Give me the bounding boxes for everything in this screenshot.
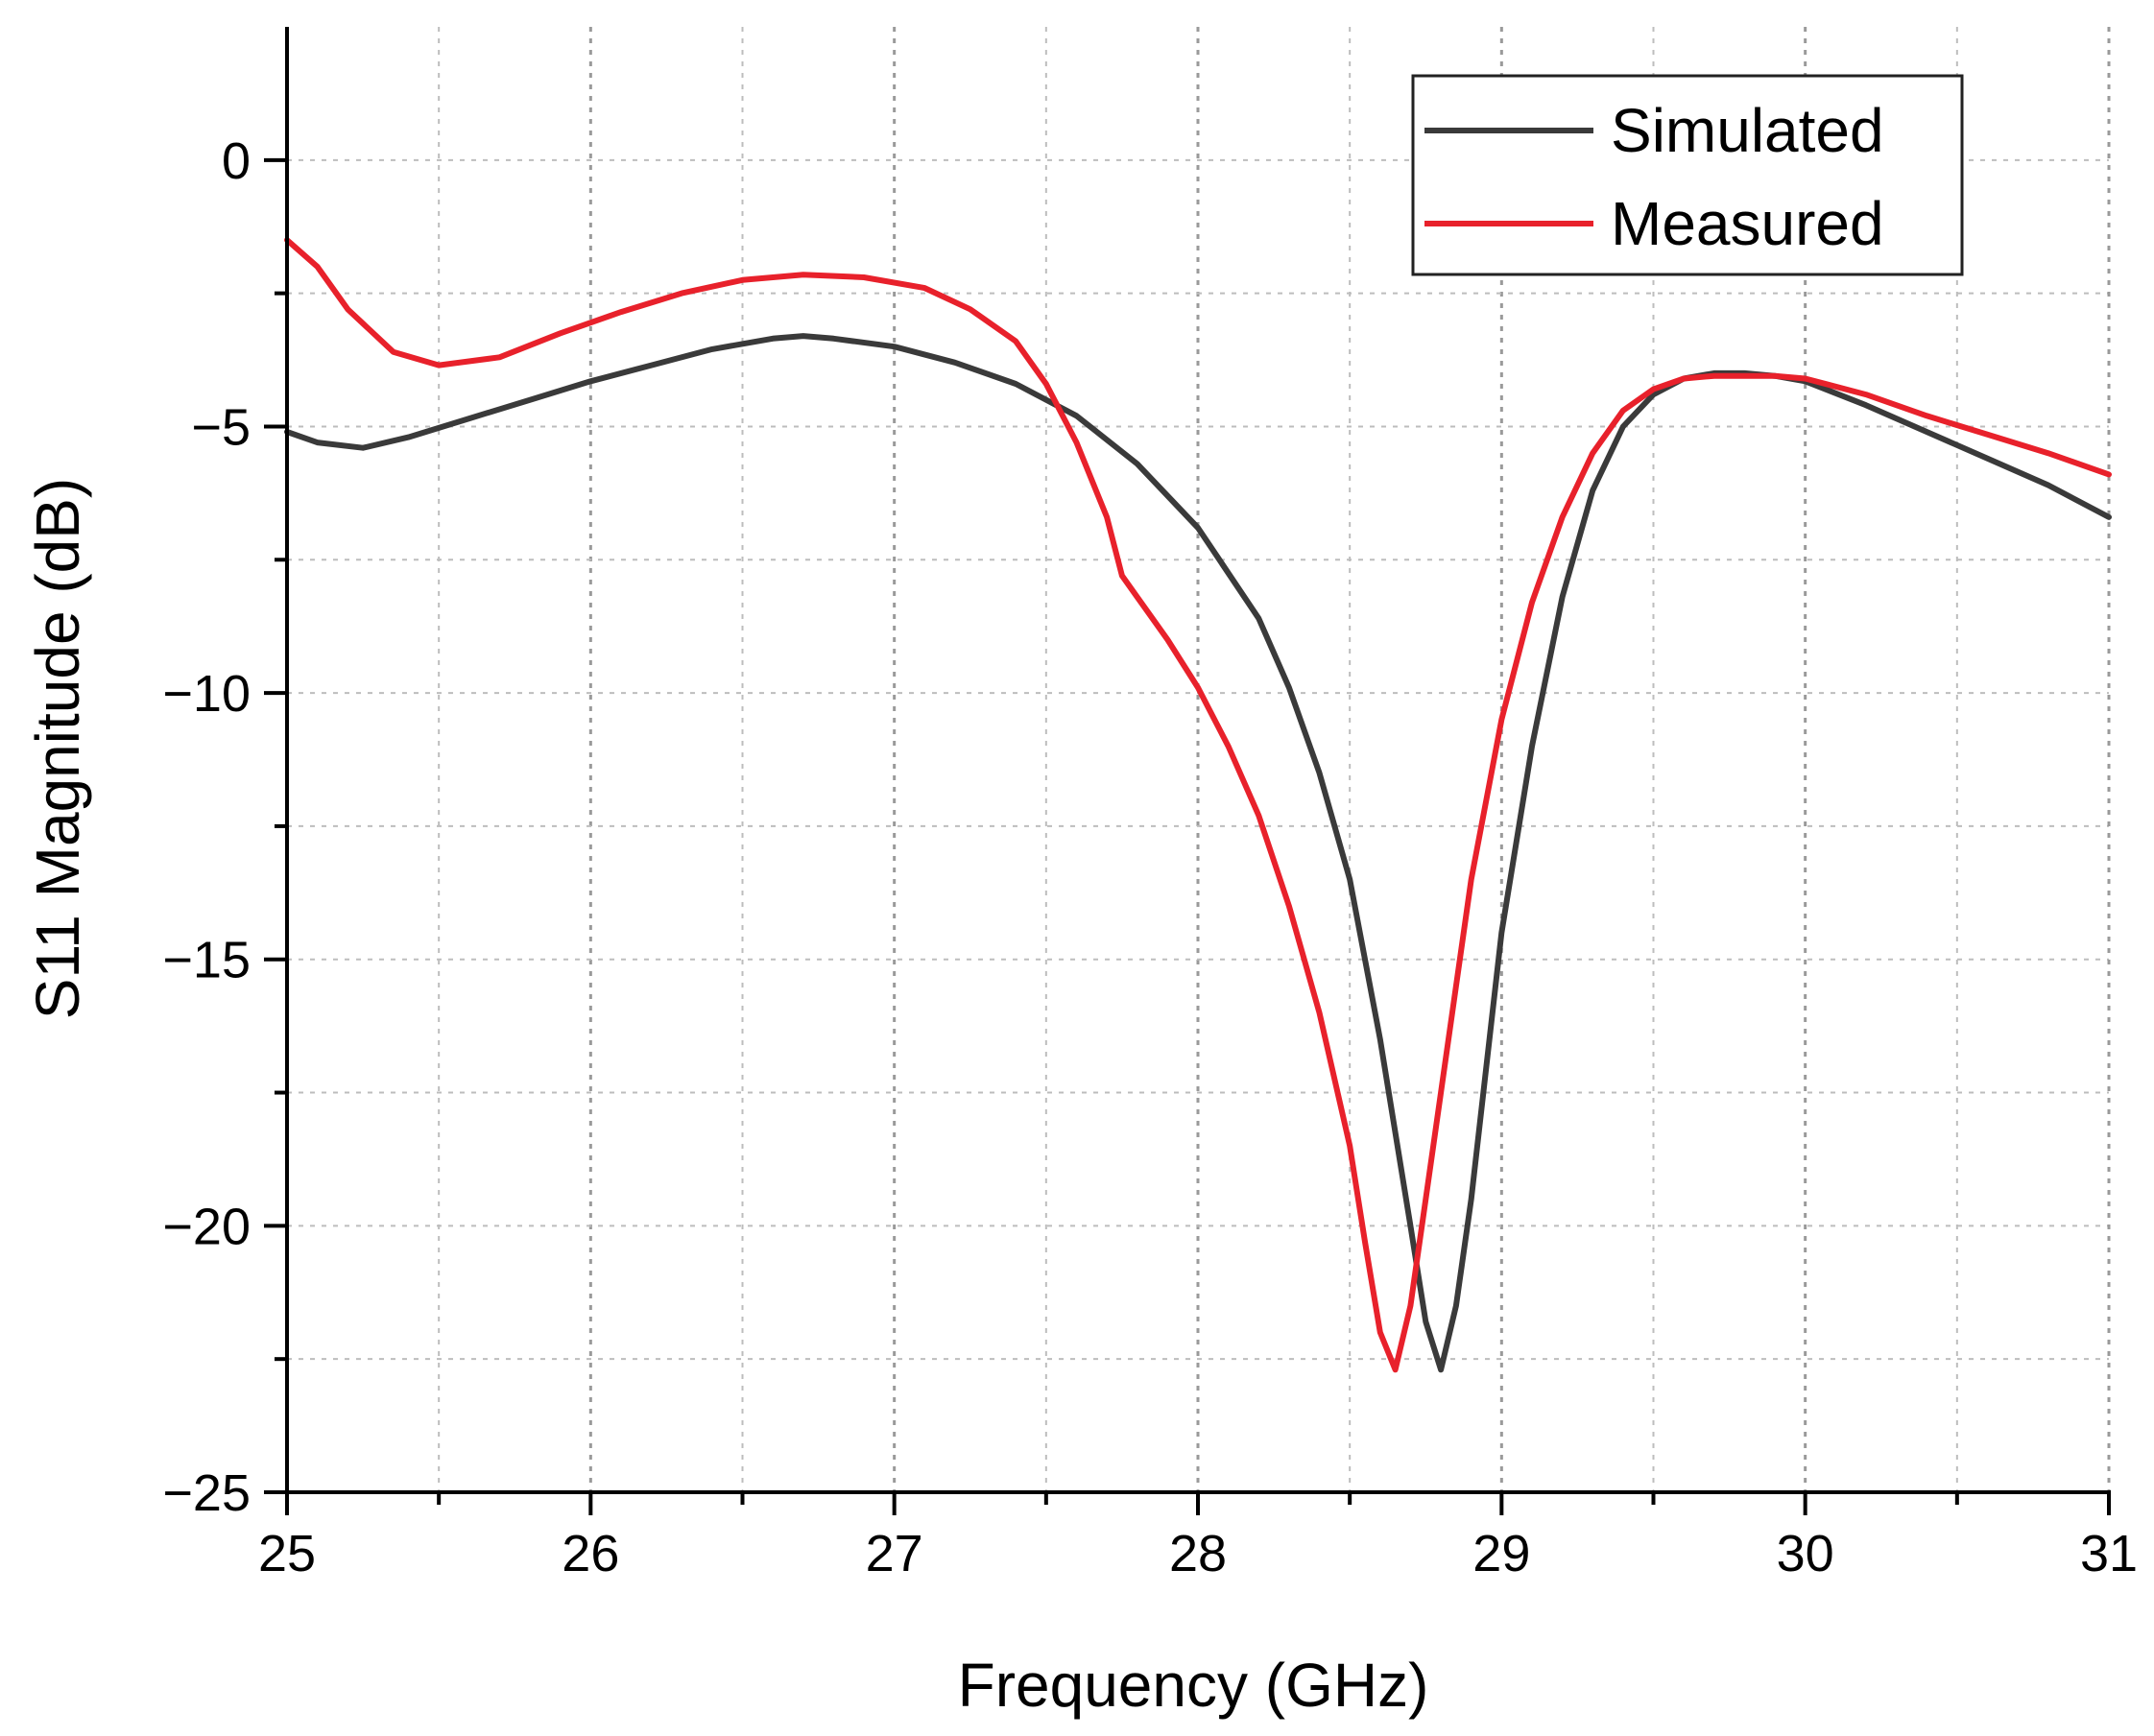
series-line-measured [284,237,2112,1373]
x-tick-label: 29 [1472,1525,1530,1582]
legend-box [1411,74,1964,276]
legend: Simulated Measured [1411,74,1964,276]
y-tick-label: 0 [222,132,251,190]
series-layer [284,237,2112,1373]
y-axis-title: S11 Magnitude (dB) [23,478,92,1019]
x-tick-label: 31 [2080,1525,2138,1582]
grid-layer [287,27,2111,1492]
x-tick-label: 26 [562,1525,619,1582]
x-axis-title: Frequency (GHz) [958,1651,1429,1720]
legend-label-measured: Measured [1611,189,1884,258]
y-tick-label: −5 [191,398,251,456]
legend-label-simulated: Simulated [1611,96,1884,165]
x-tick-label: 28 [1169,1525,1227,1582]
y-tick-label: −25 [162,1464,251,1522]
y-tick-label: −10 [162,665,251,723]
y-tick-label: −15 [162,932,251,989]
y-tick-label: −20 [162,1198,251,1255]
x-tick-label: 30 [1777,1525,1834,1582]
x-tick-label: 27 [866,1525,923,1582]
x-tick-label: 25 [258,1525,316,1582]
ticks-layer: 25 26 27 28 29 30 31 0 −5 −10 −15 −20 −25 [162,132,2138,1582]
